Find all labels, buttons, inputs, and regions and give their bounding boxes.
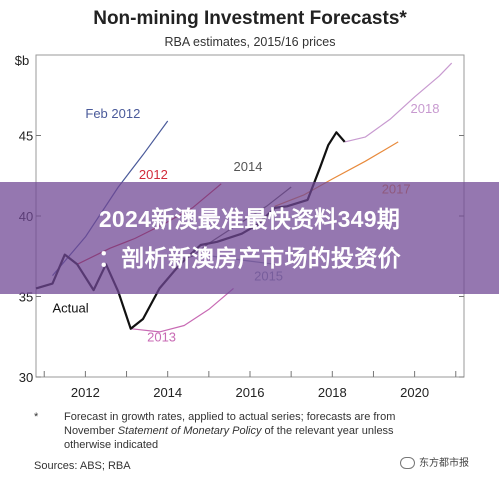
headline-line-1: 2024新澳最准最快资料349期: [98, 206, 401, 232]
watermark-text: 东方都市报: [419, 458, 469, 469]
footnote-line-3: otherwise indicated: [64, 439, 159, 451]
footnote-asterisk: *: [34, 411, 39, 423]
x-tick-label: 2014: [153, 385, 182, 400]
footnote-line-2-pre: November: [64, 425, 118, 437]
footnote-body: Forecast in growth rates, applied to act…: [64, 410, 476, 452]
y-tick-label: 45: [19, 129, 33, 144]
series-label-feb-2012: Feb 2012: [85, 106, 140, 121]
footnote-line-1: Forecast in growth rates, applied to act…: [64, 411, 396, 423]
x-tick-label: 2020: [400, 385, 429, 400]
series-label-2013: 2013: [147, 330, 176, 345]
y-tick-label: 30: [19, 370, 33, 385]
chart-subtitle: RBA estimates, 2015/16 prices: [165, 35, 336, 49]
headline-line-2: ：剖析新澳房产市场的投资价: [98, 245, 401, 271]
series-label-2012: 2012: [139, 167, 168, 182]
footnote-line-2: November Statement of Monetary Policy of…: [64, 424, 476, 438]
wechat-icon: [400, 457, 415, 470]
y-unit-label: $b: [15, 53, 29, 68]
watermark: 东方都市报: [400, 454, 469, 470]
x-tick-label: 2016: [236, 385, 265, 400]
series-label-actual: Actual: [52, 301, 88, 316]
series-label-2018: 2018: [411, 101, 440, 116]
x-tick-label: 2012: [71, 385, 100, 400]
series-line-2018: [344, 62, 453, 143]
x-tick-label: 2018: [318, 385, 347, 400]
footnote-publication: Statement of Monetary Policy: [117, 425, 262, 437]
footnote-line-2-post: of the relevant year unless: [261, 425, 394, 437]
series-line-2013: [130, 287, 234, 333]
series-label-2014: 2014: [234, 159, 263, 174]
chart-title: Non-mining Investment Forecasts*: [93, 8, 407, 29]
sources: Sources: ABS; RBA: [34, 460, 131, 472]
headline-banner: 2024新澳最准最快资料349期 ：剖析新澳房产市场的投资价: [0, 182, 499, 294]
